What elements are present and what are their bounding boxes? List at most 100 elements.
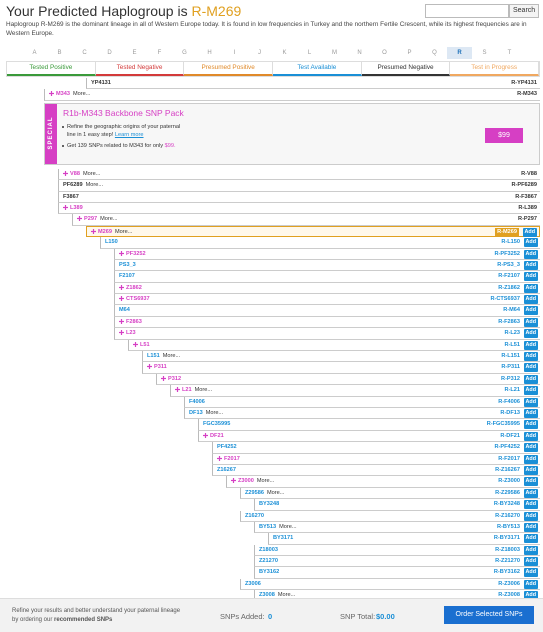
tab[interactable]: F — [157, 50, 162, 56]
add-button[interactable]: Add — [523, 545, 538, 555]
snp-name[interactable]: F3867 — [63, 193, 79, 200]
snp-name[interactable]: PF3252 — [126, 250, 146, 257]
snp-name[interactable]: P311 — [154, 364, 167, 371]
snp-name[interactable]: BY3162 — [259, 569, 280, 576]
snp-name[interactable]: PF4252 — [217, 444, 237, 451]
legend-item[interactable]: Tested Negative — [95, 62, 185, 76]
add-button[interactable]: Add — [523, 352, 538, 362]
more-link[interactable]: More... — [73, 91, 91, 98]
legend-item[interactable]: Presumed Negative — [361, 62, 451, 76]
snp-name[interactable]: V88 — [70, 170, 80, 177]
more-link[interactable]: More... — [277, 592, 296, 598]
snp-name[interactable]: Z3000 — [238, 478, 254, 485]
order-button[interactable]: Order Selected SNPs — [444, 606, 534, 624]
more-link[interactable]: More... — [194, 387, 213, 394]
snp-name[interactable]: BY3248 — [259, 501, 280, 508]
tab[interactable]: I — [233, 50, 236, 56]
add-button[interactable]: Add — [523, 579, 538, 589]
add-button[interactable]: Add — [523, 477, 538, 487]
more-link[interactable]: More... — [100, 216, 118, 223]
add-button[interactable]: Add — [523, 465, 538, 475]
more-link[interactable]: More... — [205, 409, 224, 416]
add-button[interactable]: Add — [523, 511, 538, 521]
tab[interactable]: A — [32, 50, 37, 56]
snp-name[interactable]: BY3171 — [273, 535, 294, 542]
tab[interactable]: L — [307, 50, 312, 56]
add-button[interactable]: Add — [523, 431, 538, 441]
snp-name[interactable]: Z16267 — [217, 466, 236, 473]
snp-name[interactable]: DF13 — [189, 409, 203, 416]
search-button[interactable]: Search — [509, 4, 540, 18]
more-link[interactable]: More... — [256, 478, 275, 485]
snp-name[interactable]: Z3008 — [259, 592, 275, 598]
legend-item[interactable]: Tested Positive — [7, 62, 96, 76]
snp-name[interactable]: Z3006 — [245, 580, 261, 587]
add-button[interactable]: Add — [523, 306, 538, 316]
snp-name[interactable]: M343 — [56, 91, 70, 98]
add-button[interactable]: Add — [523, 591, 538, 598]
learn-more-link[interactable]: Learn more — [114, 131, 144, 138]
snp-name[interactable]: L51 — [140, 341, 150, 348]
tab[interactable]: H — [207, 50, 212, 56]
more-link[interactable]: More... — [162, 353, 181, 360]
snp-name[interactable]: FGC35995 — [203, 421, 231, 428]
snp-name[interactable]: P312 — [168, 375, 182, 382]
snp-name[interactable]: YP4131 — [91, 80, 111, 86]
legend-item[interactable]: Test in Progress — [450, 62, 540, 76]
add-button[interactable]: Add — [522, 227, 537, 237]
tab[interactable]: R — [447, 47, 472, 59]
legend-item[interactable]: Test Available — [273, 62, 362, 76]
add-button[interactable]: Add — [523, 500, 538, 510]
tab[interactable]: J — [258, 50, 261, 56]
add-button[interactable]: Add — [523, 283, 538, 293]
add-button[interactable]: Add — [523, 260, 538, 270]
tab[interactable]: Q — [432, 50, 437, 56]
more-link[interactable]: More... — [115, 228, 133, 235]
snp-name[interactable]: Z16270 — [245, 512, 264, 519]
add-button[interactable]: Add — [523, 238, 538, 248]
add-button[interactable]: Add — [523, 317, 538, 327]
snp-name[interactable]: L389 — [70, 204, 83, 211]
snp-name[interactable]: P297 — [84, 216, 98, 223]
add-button[interactable]: Add — [523, 374, 538, 384]
tab[interactable]: S — [482, 50, 487, 56]
snp-name[interactable]: L21 — [182, 387, 192, 394]
legend-item[interactable]: Presumed Positive — [184, 62, 274, 76]
snp-name[interactable]: DF21 — [210, 432, 224, 439]
more-link[interactable]: More... — [266, 489, 285, 496]
snp-name[interactable]: M269 — [98, 228, 112, 235]
tab[interactable]: G — [182, 50, 187, 56]
tab[interactable]: C — [82, 50, 87, 56]
snp-name[interactable]: L150 — [105, 239, 118, 246]
snp-name[interactable]: BY513 — [259, 523, 277, 530]
snp-name[interactable]: L23 — [126, 330, 136, 337]
add-button[interactable]: Add — [523, 295, 538, 305]
price-button[interactable]: $99 — [485, 127, 523, 143]
add-button[interactable]: Add — [523, 443, 538, 453]
add-button[interactable]: Add — [523, 340, 538, 350]
more-link[interactable]: More... — [279, 523, 297, 530]
tab[interactable]: K — [282, 50, 287, 56]
add-button[interactable]: Add — [523, 568, 538, 578]
snp-name[interactable]: CTS6937 — [126, 296, 150, 303]
snp-name[interactable]: L151 — [147, 353, 160, 360]
add-button[interactable]: Add — [523, 363, 538, 373]
add-button[interactable]: Add — [523, 249, 538, 259]
add-button[interactable]: Add — [523, 397, 538, 407]
more-link[interactable]: More... — [85, 182, 104, 189]
snp-name[interactable]: Z18003 — [259, 546, 278, 553]
tab[interactable]: O — [382, 50, 387, 56]
snp-name[interactable]: Z21270 — [259, 558, 278, 565]
snp-name[interactable]: F4006 — [189, 398, 205, 405]
more-link[interactable]: More... — [82, 170, 101, 177]
tab[interactable]: P — [407, 50, 412, 56]
tab[interactable]: D — [107, 50, 112, 56]
add-button[interactable]: Add — [523, 522, 538, 532]
snp-name[interactable]: PS3_3 — [119, 261, 136, 268]
tab[interactable]: E — [132, 50, 137, 56]
add-button[interactable]: Add — [523, 557, 538, 567]
tab[interactable]: N — [357, 50, 362, 56]
snp-name[interactable]: F2017 — [224, 455, 240, 462]
search-input[interactable] — [425, 4, 509, 18]
tab[interactable]: T — [507, 50, 512, 56]
